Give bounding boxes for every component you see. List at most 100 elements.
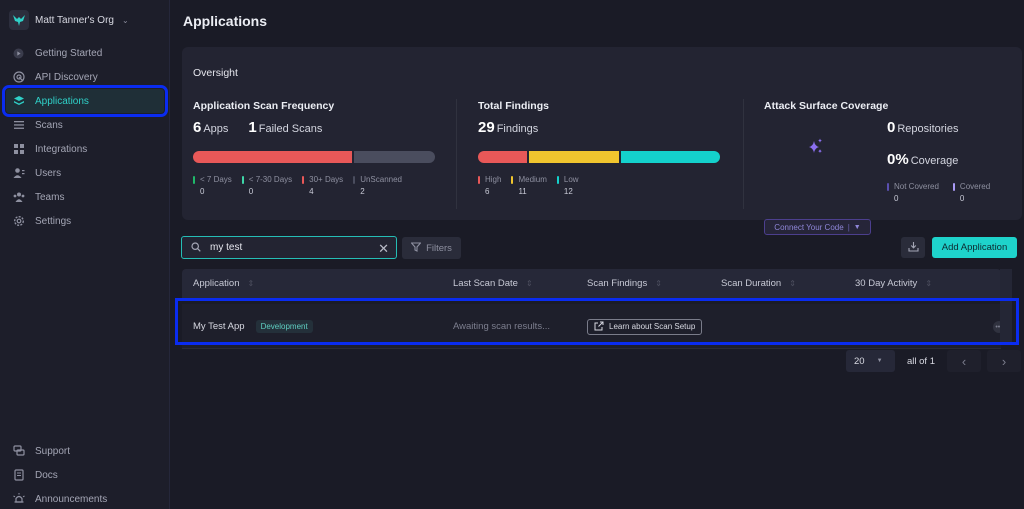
sidebar-item-integrations[interactable]: Integrations <box>0 137 170 161</box>
coverage-legend: Not Covered 0 Covered 0 <box>887 182 1000 203</box>
sidebar-item-docs[interactable]: Docs <box>0 463 170 487</box>
prev-page-button[interactable]: ‹ <box>947 350 981 372</box>
column-header-scan-findings[interactable]: Scan Findings ⇕ <box>587 278 662 289</box>
table-toolbar: ✕ Filters Add Application <box>181 236 1017 260</box>
page-size-select[interactable]: 20 ▼ <box>846 350 895 372</box>
divider <box>456 99 457 209</box>
apps-label: Apps <box>203 123 229 135</box>
legend-swatch <box>887 182 889 191</box>
sidebar-item-label: Applications <box>35 95 89 107</box>
sidebar-item-users[interactable]: Users <box>0 161 170 185</box>
table-header: Application ⇕ Last Scan Date ⇕ Scan Findin… <box>182 269 1001 298</box>
divider <box>743 99 744 209</box>
search-icon <box>191 239 201 257</box>
legend-swatch <box>478 175 480 184</box>
sidebar-item-settings[interactable]: Settings <box>0 209 170 233</box>
sidebar-bottom-nav: Support Docs Announcements <box>0 439 170 509</box>
legend-swatch <box>511 175 514 184</box>
legend-item: Not Covered 0 <box>887 182 939 203</box>
table-row[interactable]: My Test App Development Awaiting scan re… <box>182 304 1005 349</box>
column-header-last-scan-date[interactable]: Last Scan Date ⇕ <box>453 278 533 289</box>
legend-swatch <box>952 182 955 191</box>
legend-item: High 6 <box>478 175 501 196</box>
sidebar-item-announcements[interactable]: Announcements <box>0 487 170 509</box>
legend-item: < 7 Days 0 <box>193 175 232 196</box>
legend-swatch <box>353 175 356 184</box>
bar-segment-medium <box>529 151 619 163</box>
legend-swatch <box>302 175 305 184</box>
coverage-percent: 0% <box>887 151 909 168</box>
chevron-right-icon: › <box>1001 353 1007 369</box>
filter-icon <box>410 241 422 255</box>
chevron-left-icon: ‹ <box>961 353 967 369</box>
sidebar-item-scans[interactable]: Scans <box>0 113 170 137</box>
learn-scan-setup-button[interactable]: Learn about Scan Setup <box>587 318 703 335</box>
org-switcher[interactable]: Matt Tanner's Org ⌄ <box>9 10 129 30</box>
column-header-30-day-activity[interactable]: 30 Day Activity ⇕ <box>855 278 933 289</box>
table-scrollbar[interactable] <box>1000 269 1012 343</box>
sort-icon: ⇕ <box>789 278 796 288</box>
applications-table: Application ⇕ Last Scan Date ⇕ Scan Findin… <box>182 269 1005 349</box>
total-findings-card: Total Findings 29 Findings High 6 Medium … <box>478 100 728 212</box>
filters-button[interactable]: Filters <box>402 237 461 259</box>
legend-swatch <box>241 175 244 184</box>
sidebar: Matt Tanner's Org ⌄ Getting Started API … <box>0 0 170 509</box>
download-button[interactable] <box>901 237 925 258</box>
legend-swatch <box>556 175 559 184</box>
findings-label: Findings <box>496 123 539 135</box>
next-page-button[interactable]: › <box>987 350 1021 372</box>
column-header-scan-duration[interactable]: Scan Duration ⇕ <box>721 278 796 289</box>
book-icon <box>12 469 25 482</box>
sidebar-item-applications[interactable]: Applications <box>2 85 168 117</box>
legend-item: Covered 0 <box>952 182 990 203</box>
clear-search-icon[interactable]: ✕ <box>378 241 389 256</box>
main-content: Applications Oversight Application Scan … <box>171 0 1024 509</box>
coverage-label: Coverage <box>910 155 959 167</box>
findings-legend: High 6 Medium 11 Low 12 <box>478 175 589 196</box>
environment-badge: Development <box>255 320 313 333</box>
sidebar-item-label: Docs <box>35 469 58 481</box>
column-header-application[interactable]: Application ⇕ <box>193 278 255 289</box>
apps-count: 6 <box>193 119 202 136</box>
sidebar-nav: Getting Started API Discovery Applicatio… <box>0 41 170 233</box>
bar-segment-unscanned <box>354 151 435 163</box>
search-box: ✕ <box>181 236 397 259</box>
radar-icon <box>12 71 25 84</box>
grid-icon <box>12 143 25 156</box>
chevron-down-icon: ⌄ <box>121 15 129 25</box>
legend-item: 30+ Days 4 <box>302 175 343 196</box>
sidebar-item-getting-started[interactable]: Getting Started <box>0 41 170 65</box>
caret-down-icon: ▼ <box>853 223 861 231</box>
failed-scans-label: Failed Scans <box>258 123 323 135</box>
sidebar-item-teams[interactable]: Teams <box>0 185 170 209</box>
add-application-button[interactable]: Add Application <box>932 237 1017 258</box>
sidebar-item-support[interactable]: Support <box>0 439 170 463</box>
sort-icon: ⇕ <box>525 278 533 288</box>
legend-item: Low 12 <box>556 175 579 196</box>
connect-your-code-button[interactable]: Connect Your Code | ▼ <box>764 219 871 235</box>
sidebar-item-api-discovery[interactable]: API Discovery <box>0 65 170 89</box>
sidebar-item-label: Support <box>35 445 71 457</box>
download-icon <box>907 239 919 257</box>
pagination: 20 ▼ all of 1 ‹ › <box>846 349 1021 373</box>
oversight-title: Oversight <box>193 67 238 79</box>
scan-frequency-bar <box>193 151 435 163</box>
bar-segment-low <box>621 151 720 163</box>
sidebar-item-label: API Discovery <box>35 71 98 83</box>
play-circle-icon <box>12 47 25 60</box>
sidebar-item-label: Integrations <box>35 143 88 155</box>
search-input[interactable] <box>210 242 360 253</box>
scan-frequency-legend: < 7 Days 0 < 7-30 Days 0 30+ Days 4 UnSc… <box>193 175 412 196</box>
oversight-panel: Oversight Application Scan Frequency 6 Ap… <box>182 47 1022 235</box>
sidebar-item-label: Users <box>35 167 62 179</box>
application-name[interactable]: My Test App <box>193 321 245 332</box>
page-title: Applications <box>183 13 268 29</box>
sidebar-item-label: Scans <box>35 119 63 131</box>
total-findings-title: Total Findings <box>478 100 549 112</box>
org-name: Matt Tanner's Org <box>35 14 114 26</box>
failed-scans-count: 1 <box>248 119 257 136</box>
bar-segment-high <box>478 151 527 163</box>
gear-icon <box>12 215 25 228</box>
attack-surface-title: Attack Surface Coverage <box>764 100 889 112</box>
layers-icon <box>12 95 25 108</box>
